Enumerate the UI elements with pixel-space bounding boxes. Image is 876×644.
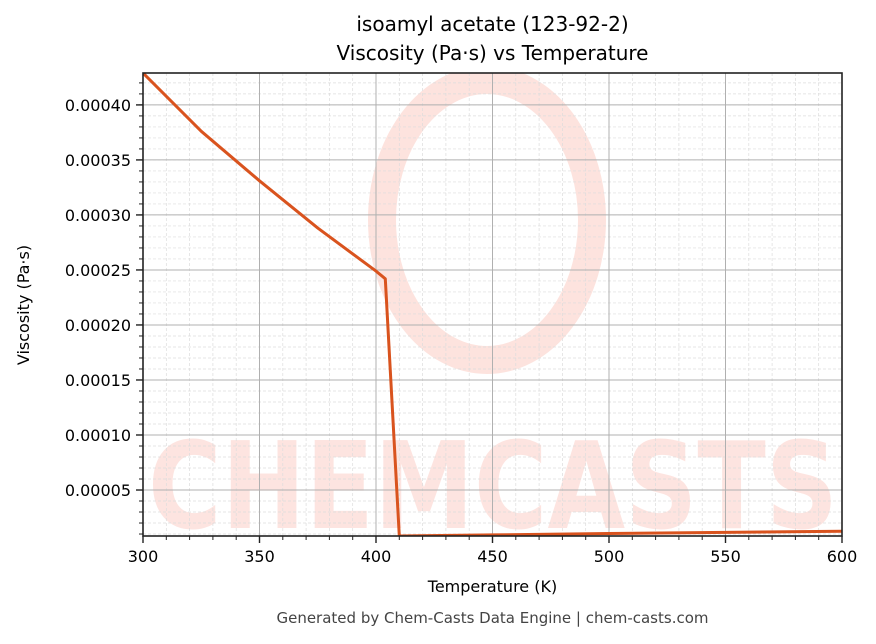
- y-tick-label: 0.00025: [65, 261, 131, 280]
- y-tick-label: 0.00005: [65, 481, 131, 500]
- y-tick-label: 0.00020: [65, 316, 131, 335]
- y-tick-label: 0.00040: [65, 96, 131, 115]
- x-tick-label: 550: [710, 547, 741, 566]
- axis-ticks: [136, 82, 843, 543]
- data-series: [143, 73, 842, 536]
- footer-credit: Generated by Chem-Casts Data Engine | ch…: [276, 609, 709, 627]
- x-axis-label: Temperature (K): [427, 577, 558, 596]
- y-tick-label: 0.00010: [65, 426, 131, 445]
- x-tick-label: 300: [128, 547, 159, 566]
- viscosity-line: [143, 73, 842, 536]
- x-tick-label: 350: [244, 547, 275, 566]
- x-tick-label: 450: [477, 547, 508, 566]
- x-tick-label: 600: [827, 547, 858, 566]
- tick-labels: 300 350 400 450 500 550 600 0.00005 0.00010 0.000…: [65, 96, 857, 566]
- x-tick-label: 400: [361, 547, 392, 566]
- y-axis-label: Viscosity (Pa·s): [14, 244, 33, 366]
- y-tick-label: 0.00035: [65, 151, 131, 170]
- x-tick-label: 500: [594, 547, 625, 566]
- chart-subtitle: Viscosity (Pa·s) vs Temperature: [336, 41, 649, 65]
- chart-title: isoamyl acetate (123-92-2): [356, 12, 629, 36]
- y-tick-label: 0.00015: [65, 371, 131, 390]
- y-tick-label: 0.00030: [65, 206, 131, 225]
